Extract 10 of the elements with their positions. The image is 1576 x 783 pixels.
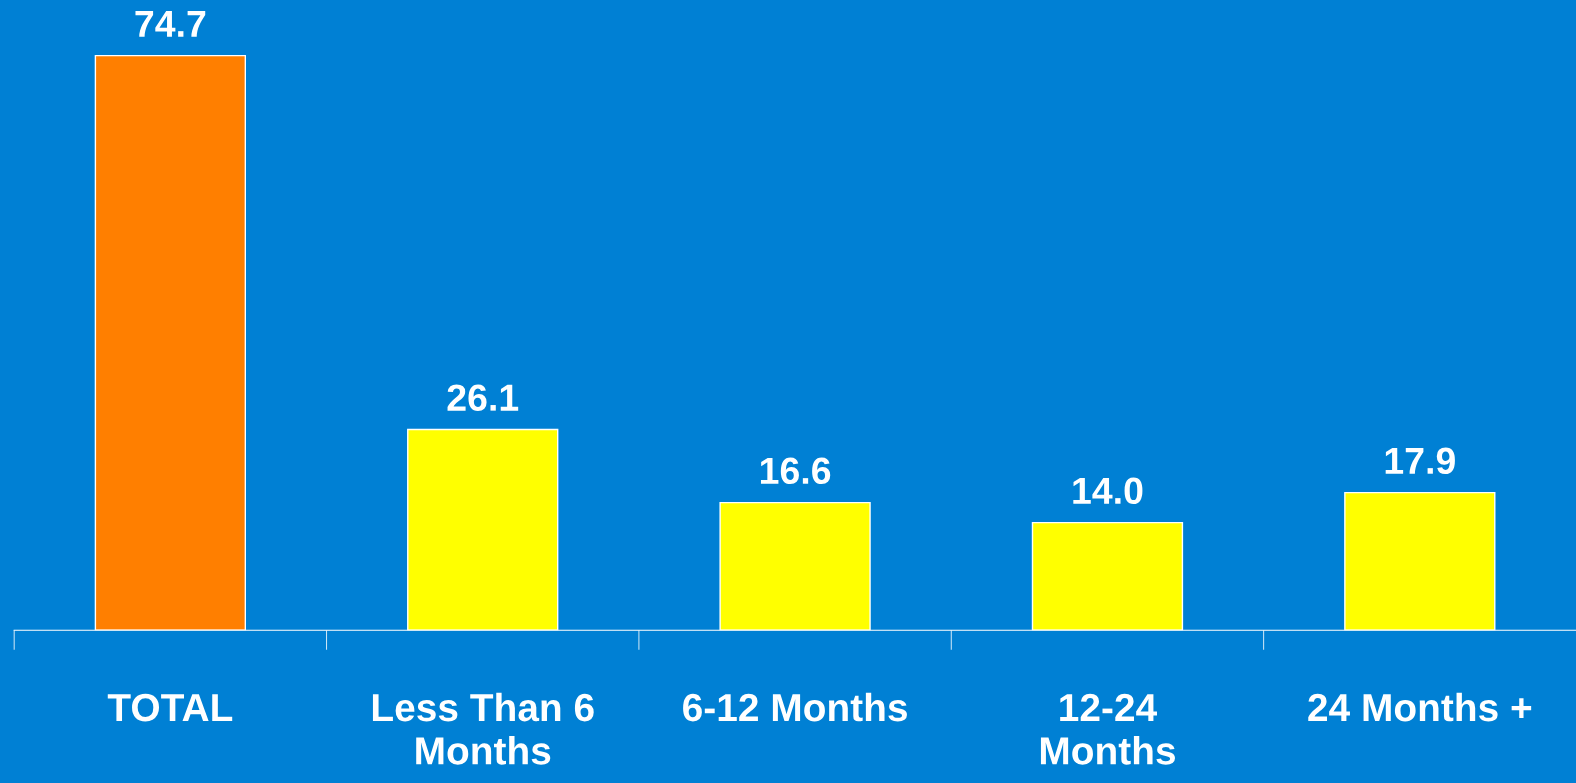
x-tick-label: TOTAL (107, 693, 233, 722)
data-label: 17.9 (1385, 447, 1455, 475)
x-tick-label: 6-12 Months (683, 692, 907, 722)
data-label: 14.0 (1073, 477, 1143, 505)
data-label: 26.1 (447, 384, 519, 411)
x-tick-label: 24 Months + (1308, 692, 1532, 722)
x-tick-label: 12-24 Months (1040, 693, 1175, 765)
data-label: 16.6 (760, 457, 831, 485)
data-label: 74.7 (135, 10, 206, 37)
x-tick-label: Less Than 6 Months (372, 692, 594, 765)
